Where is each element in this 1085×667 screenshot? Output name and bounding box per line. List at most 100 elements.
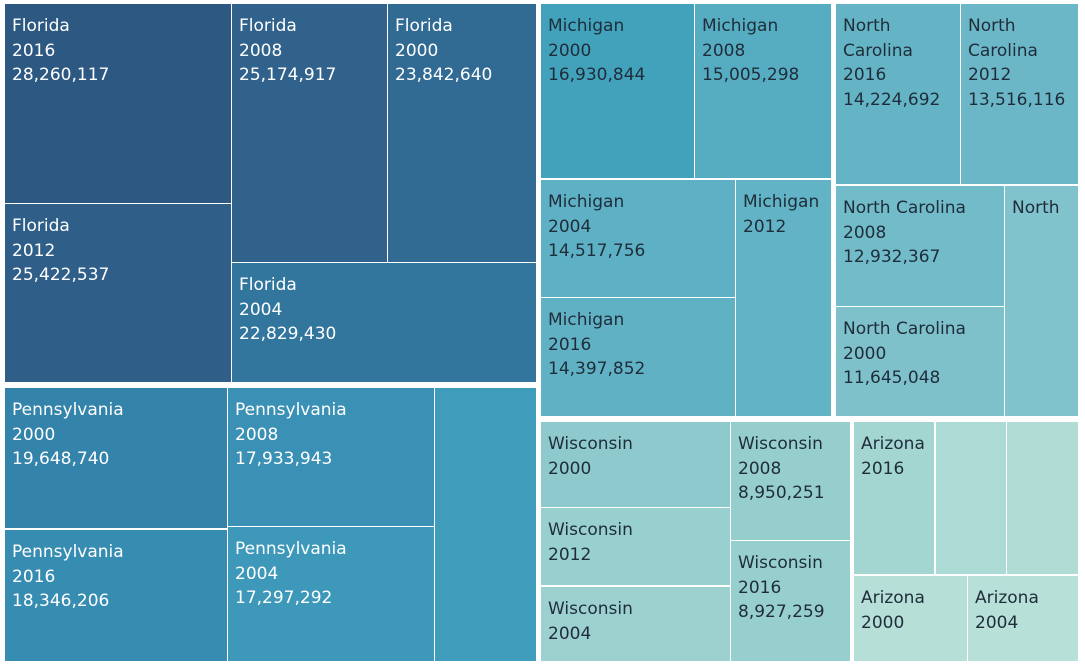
treemap-tile-wisconsin-2: Wisconsin 2008 8,950,251 [731,422,850,540]
tile-label-line: 14,397,852 [548,359,646,379]
tile-label-line: Pennsylvania [12,542,124,562]
treemap-tile-pennsylvania-5 [435,388,536,661]
treemap-tile-arizona-4: Arizona 2000 [854,576,967,661]
tile-label-line: 22,829,430 [239,324,337,344]
treemap-tile-pennsylvania-1: Pennsylvania 2000 19,648,740 [5,388,227,528]
treemap-tile-north-carolina-5: North [1005,186,1078,416]
tile-label-line: North [843,16,891,36]
tile-label-line: 2016 [843,65,887,85]
tile-label-line: 2004 [548,216,592,237]
treemap-tile-arizona-1: Arizona 2016 [854,422,934,574]
tile-label-line: 2012 [548,544,592,565]
tile-label-line: 11,645,048 [843,368,941,388]
tile-label-line: 2016 [861,458,905,479]
tile-label-line: 2016 [738,577,782,598]
tile-label-line: Wisconsin [738,553,823,573]
tile-label-line: 25,174,917 [239,65,337,85]
tile-label-line: 2008 [702,40,746,61]
tile-label-line: Florida [239,275,297,295]
tile-label-line: Michigan [548,310,625,330]
treemap-tile-pennsylvania-2: Pennsylvania 2016 18,346,206 [5,530,227,661]
tile-label-line: 2004 [239,299,283,320]
tile-label-line: Pennsylvania [235,539,347,559]
treemap-tile-florida-4: Florida 2000 23,842,640 [388,4,536,262]
tile-label-line: North [968,16,1016,36]
tile-label-line: 16,930,844 [548,65,646,85]
tile-label-line: 12,932,367 [843,247,941,267]
tile-label-line: Michigan [702,16,779,36]
tile-label-line: North Carolina [843,319,966,339]
tile-label-line: 14,224,692 [843,89,941,110]
tile-label-line: 2000 [548,40,592,61]
tile-label-line: Michigan [548,192,625,212]
treemap-tile-michigan-1: Michigan 2000 16,930,844 [541,4,694,178]
tile-label-line: 2012 [743,216,787,237]
tile-label-line: 23,842,640 [395,65,493,85]
tile-label-line: Pennsylvania [12,400,124,420]
tile-label-line: 2004 [548,623,592,644]
tile-label-line: 14,517,756 [548,241,646,261]
treemap-tile-wisconsin-3: Wisconsin 2012 [541,508,730,585]
treemap-tile-north-carolina-3: North Carolina 2008 12,932,367 [836,186,1004,306]
treemap-tile-florida-3: Florida 2008 25,174,917 [232,4,387,262]
treemap-tile-arizona-5: Arizona 2004 [968,576,1078,661]
tile-label-line: 13,516,116 [968,89,1066,110]
tile-label-line: 2008 [843,222,887,243]
tile-label-line: Arizona [861,588,925,608]
tile-label-line: 19,648,740 [12,449,110,469]
tile-label-line: Florida [12,216,70,236]
treemap-tile-arizona-3 [1007,422,1078,574]
tile-label-line: Arizona [975,588,1039,608]
tile-label-line: 8,927,259 [738,602,825,622]
treemap-tile-michigan-3: Michigan 2004 14,517,756 [541,180,735,297]
tile-label-line: 8,950,251 [738,483,825,503]
treemap-tile-pennsylvania-3: Pennsylvania 2008 17,933,943 [228,388,434,526]
tile-label-line: Wisconsin [548,599,633,619]
tile-label-line: Pennsylvania [235,400,347,420]
treemap-tile-north-carolina-1: North Carolina 2016 14,224,692 [836,4,960,184]
tile-label-line: Carolina [843,40,913,61]
tile-label-line: 2008 [235,424,279,445]
treemap-tile-florida-1: Florida 2016 28,260,117 [5,4,231,203]
tile-label-line: Wisconsin [738,434,823,454]
tile-label-line: 18,346,206 [12,591,110,611]
tile-label-line: Wisconsin [548,434,633,454]
treemap-tile-pennsylvania-4: Pennsylvania 2004 17,297,292 [228,527,434,661]
tile-label-line: 2016 [548,334,592,355]
tile-label-line: North [1012,198,1060,218]
treemap-tile-wisconsin-1: Wisconsin 2000 [541,422,730,507]
tile-label-line: 2000 [395,40,439,61]
tile-label-line: 2016 [12,40,56,61]
treemap-tile-michigan-4: Michigan 2016 14,397,852 [541,298,735,416]
tile-label-line: Florida [239,16,297,36]
tile-label-line: 2000 [12,424,56,445]
tile-label-line: 17,933,943 [235,449,333,469]
tile-label-line: 2000 [548,458,592,479]
tile-label-line: 2016 [12,566,56,587]
treemap-tile-wisconsin-5: Wisconsin 2004 [541,587,730,661]
tile-label-line: 2000 [861,612,905,633]
tile-label-line: 17,297,292 [235,588,333,608]
tile-label-line: Arizona [861,434,925,454]
tile-label-line: 2012 [968,65,1012,85]
treemap-tile-north-carolina-4: North Carolina 2000 11,645,048 [836,307,1004,416]
tile-label-line: 28,260,117 [12,65,110,85]
tile-label-line: North Carolina [843,198,966,218]
tile-label-line: 2000 [843,343,887,364]
treemap-tile-north-carolina-2: North Carolina 2012 13,516,116 [961,4,1078,184]
tile-label-line: Carolina [968,40,1038,61]
tile-label-line: Florida [395,16,453,36]
treemap-tile-wisconsin-4: Wisconsin 2016 8,927,259 [731,541,850,661]
tile-label-line: 2012 [12,240,56,261]
tile-label-line: 2004 [975,612,1019,633]
tile-label-line: Michigan [743,192,820,212]
tile-label-line: 2008 [738,458,782,479]
treemap-tile-arizona-2 [936,422,1006,574]
treemap-tile-michigan-2: Michigan 2008 15,005,298 [695,4,831,178]
treemap-tile-florida-5: Florida 2004 22,829,430 [232,263,536,382]
tile-label-line: Wisconsin [548,520,633,540]
tile-label-line: Michigan [548,16,625,36]
treemap-tile-michigan-5: Michigan 2012 [736,180,831,416]
tile-label-line: Florida [12,16,70,36]
